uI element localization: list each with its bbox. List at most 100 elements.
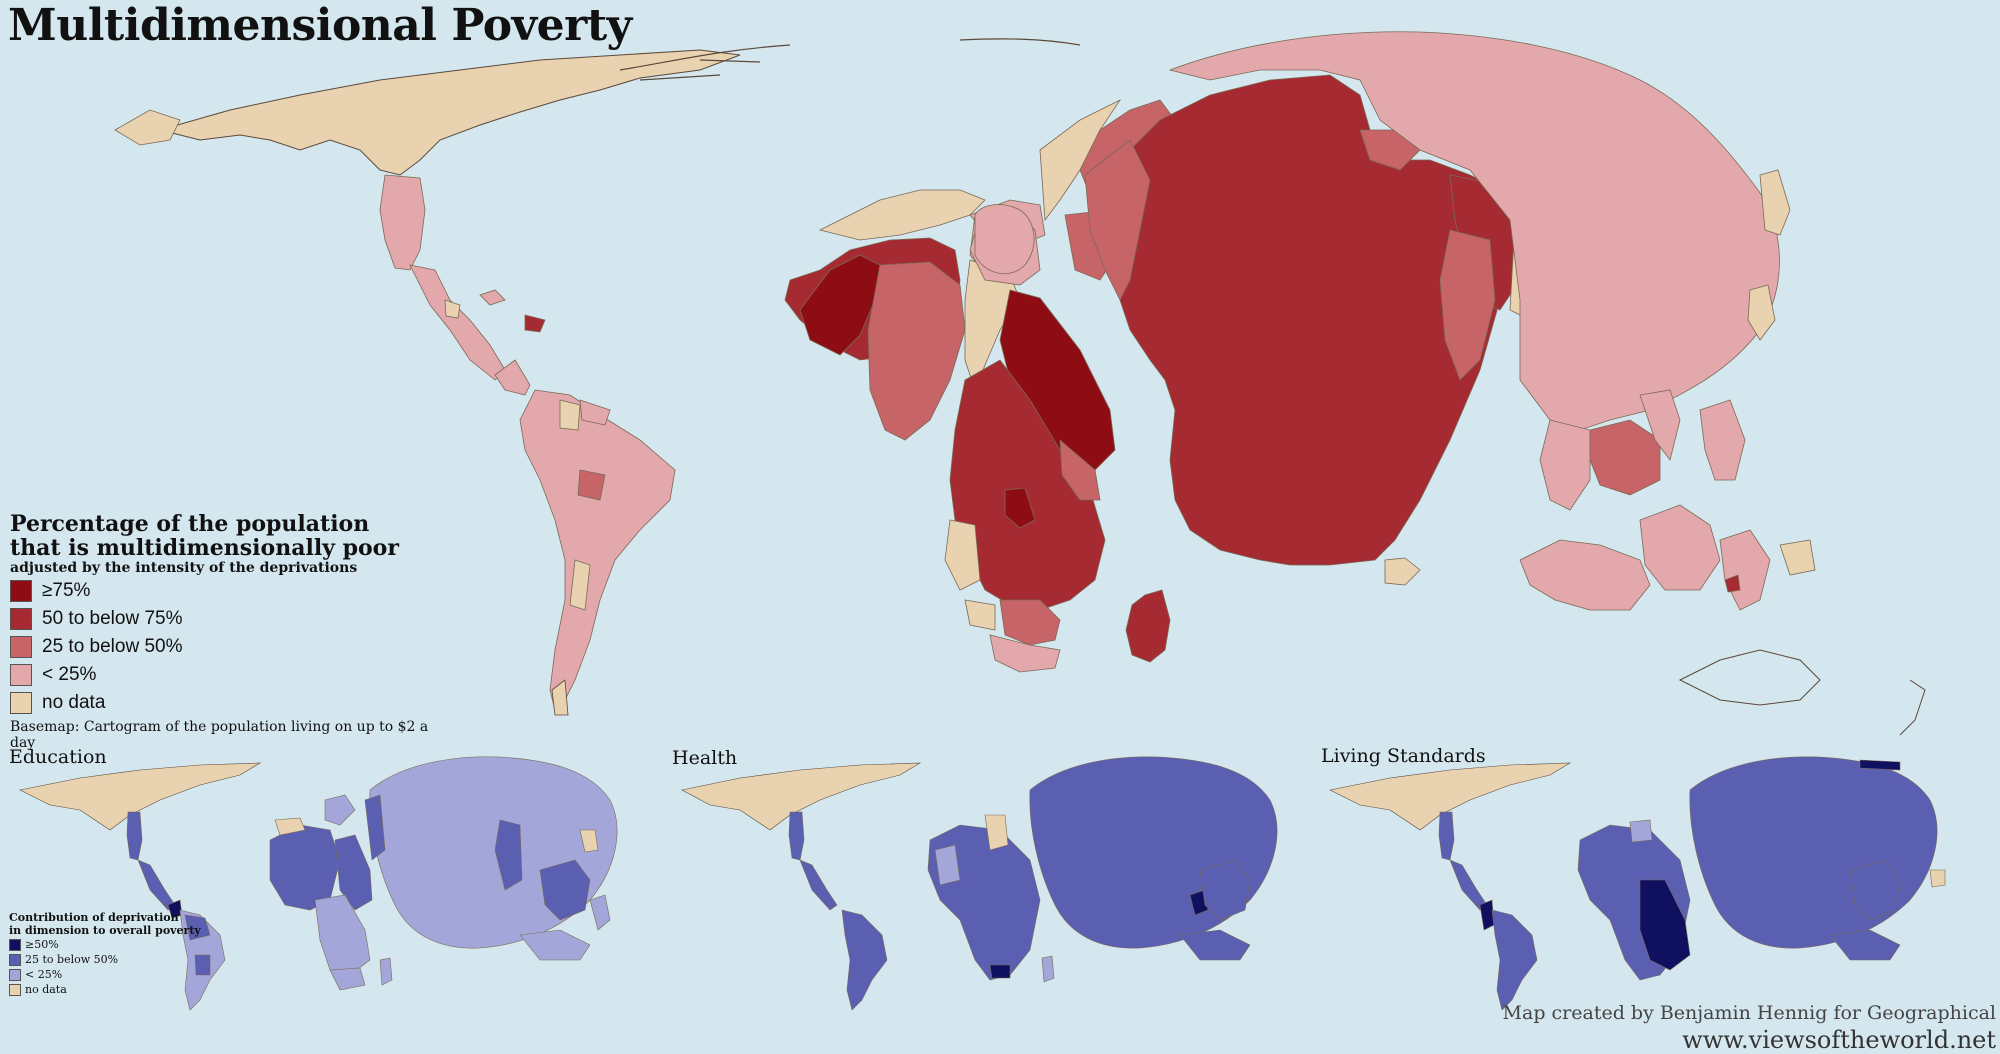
png-nodata — [1779, 539, 1816, 576]
health-nodata — [984, 814, 1009, 851]
africa-south — [999, 599, 1061, 646]
small-legend: Contribution of deprivation in dimension… — [9, 911, 259, 997]
living-standards-map — [1329, 756, 1946, 1011]
ls-india-big — [1689, 756, 1938, 949]
legend-label: 25 to below 50% — [42, 635, 183, 657]
legend-swatch — [10, 635, 32, 658]
new-zealand-outline — [1899, 679, 1926, 736]
edu-sa-north — [184, 914, 211, 941]
edu-bangladesh — [494, 819, 523, 891]
small-legend-label: no data — [25, 983, 67, 996]
edu-indonesia — [519, 929, 591, 961]
small-legend-item: < 25% — [9, 967, 259, 982]
ls-central-am — [1479, 899, 1495, 931]
ls-south-america — [1491, 909, 1538, 1011]
page-title: Multidimensional Poverty — [8, 0, 632, 51]
living-standards-title: Living Standards — [1321, 745, 1486, 767]
caribbean-islands — [479, 289, 506, 306]
health-india-big — [1029, 756, 1278, 949]
patagonia — [551, 679, 569, 716]
health-title: Health — [672, 747, 738, 769]
legend-heading-line2: that is multidimensionally poor — [10, 535, 399, 561]
venezuela — [579, 399, 611, 426]
thailand — [1539, 419, 1591, 511]
mexico — [409, 264, 506, 381]
credit-author: Map created by Benjamin Hennig for Geogr… — [1502, 1002, 1996, 1024]
small-legend-swatch — [9, 968, 21, 981]
africa-nigeria — [867, 261, 966, 441]
basemap-note: Basemap: Cartogram of the population liv… — [10, 719, 429, 751]
education-title: Education — [9, 746, 107, 768]
philippines — [1699, 399, 1746, 481]
health-africa-south-dark — [989, 964, 1011, 979]
south-america — [519, 389, 676, 711]
ls-se-asia — [1849, 859, 1901, 921]
caribbean-haiti — [524, 314, 546, 333]
korea-japan — [1747, 284, 1776, 341]
china-coast-nodata — [1759, 169, 1791, 236]
east-timor — [1724, 574, 1741, 593]
legend-item: no data — [10, 689, 430, 716]
legend-swatch — [10, 607, 32, 630]
legend-label: 50 to below 75% — [42, 607, 183, 629]
africa-central — [949, 359, 1106, 611]
edu-india-big — [369, 756, 618, 949]
edu-africa-central — [314, 894, 371, 976]
edu-nodata-1 — [274, 817, 306, 836]
ls-africa-north — [1629, 819, 1653, 843]
health-south-america — [841, 909, 888, 1011]
sri-lanka — [1384, 557, 1421, 586]
legend-item: ≥75% — [10, 577, 430, 604]
small-legend-item: no data — [9, 982, 259, 997]
education-map — [19, 756, 618, 1011]
pakistan — [1084, 139, 1151, 301]
edu-arabia — [324, 794, 356, 826]
health-madagascar — [1041, 955, 1055, 983]
edu-canada — [19, 762, 262, 831]
health-mexico — [799, 859, 838, 911]
small-legend-swatch — [9, 938, 21, 951]
bihar-region — [1439, 229, 1496, 381]
ls-china-north-dark — [1859, 759, 1901, 771]
small-legend-item: 25 to below 50% — [9, 952, 259, 967]
legend-label: no data — [42, 691, 106, 713]
india — [1109, 74, 1506, 566]
ls-nodata — [1929, 869, 1946, 888]
main-cartogram — [114, 31, 1926, 736]
small-legend-label: 25 to below 50% — [25, 953, 119, 966]
africa-kenya — [1059, 439, 1101, 501]
credit-website-link[interactable]: www.viewsoftheworld.net — [1682, 1026, 1996, 1054]
edu-mexico — [137, 859, 176, 911]
small-legend-heading-line2: in dimension to overall poverty — [9, 924, 201, 937]
colombia-nodata — [559, 399, 581, 431]
legend-item: 50 to below 75% — [10, 605, 430, 632]
canada-outline — [158, 49, 741, 176]
usa — [379, 174, 426, 271]
small-legend-item: ≥50% — [9, 937, 259, 952]
health-indonesia — [1179, 929, 1251, 961]
legend-swatch — [10, 663, 32, 686]
main-legend: Percentage of the population that is mul… — [10, 512, 430, 751]
health-map — [681, 756, 1278, 1011]
health-canada — [681, 762, 922, 831]
small-legend-label: ≥50% — [25, 938, 59, 951]
vietnam — [1639, 389, 1681, 461]
edu-sa-bolivia — [194, 954, 211, 976]
legend-label: < 25% — [42, 663, 97, 685]
guatemala-nodata — [444, 299, 461, 319]
legend-label: ≥75% — [42, 579, 91, 601]
edu-madagascar — [379, 957, 393, 986]
legend-subheading: adjusted by the intensity of the depriva… — [10, 560, 358, 576]
edu-pakistan — [364, 794, 386, 861]
small-legend-label: < 25% — [25, 968, 63, 981]
yemen-bubble — [974, 204, 1035, 274]
edu-africa-west — [269, 824, 341, 911]
ls-mexico — [1449, 859, 1488, 911]
indonesia-central — [1639, 504, 1721, 591]
edu-nodata-2 — [579, 829, 599, 853]
indonesia-west — [1519, 539, 1651, 611]
africa-drc-dark — [1004, 487, 1036, 529]
legend-item: < 25% — [10, 661, 430, 688]
ls-canada — [1329, 762, 1572, 831]
